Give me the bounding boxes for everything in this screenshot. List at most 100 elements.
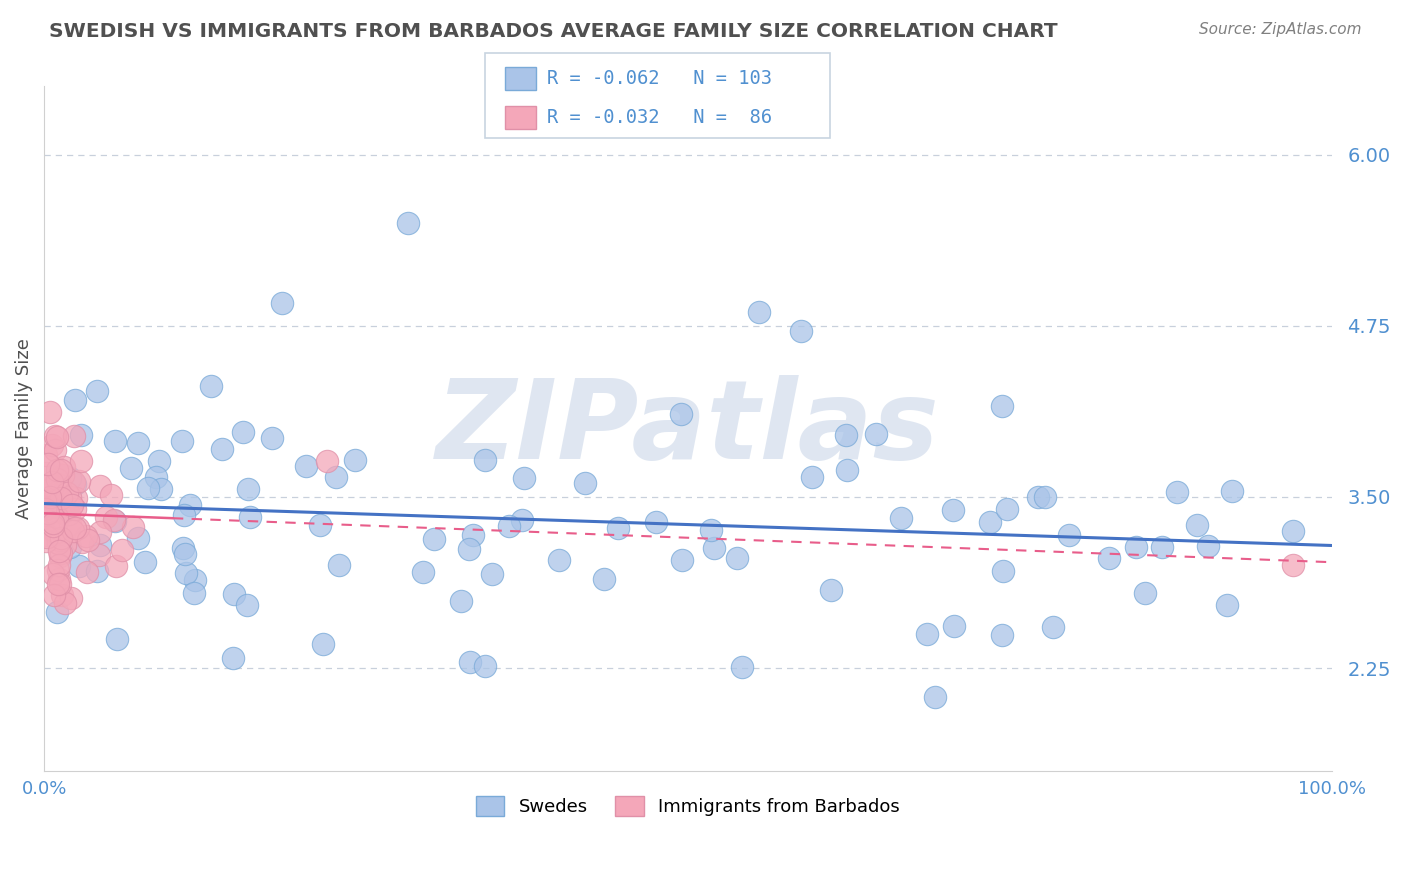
Point xyxy=(37,528,59,542)
Point xyxy=(801,470,824,484)
Point xyxy=(86,564,108,578)
Point xyxy=(52,459,75,474)
Point xyxy=(731,660,754,674)
Point xyxy=(46,472,69,486)
Y-axis label: Average Family Size: Average Family Size xyxy=(15,338,32,519)
Point xyxy=(134,556,156,570)
Point xyxy=(63,475,86,489)
Point xyxy=(127,436,149,450)
Point xyxy=(513,471,536,485)
Point xyxy=(46,467,69,481)
Point xyxy=(100,487,122,501)
Point xyxy=(510,513,533,527)
Point xyxy=(94,510,117,524)
Point xyxy=(325,470,347,484)
Point xyxy=(44,520,66,534)
Point xyxy=(46,475,69,490)
Point xyxy=(498,518,520,533)
Point xyxy=(60,499,83,513)
Point xyxy=(76,533,98,547)
Point xyxy=(51,468,73,483)
Point xyxy=(62,524,84,539)
Point xyxy=(172,541,194,555)
Point xyxy=(924,690,946,704)
Point xyxy=(45,524,67,539)
Point xyxy=(59,516,82,531)
Point xyxy=(179,498,201,512)
Point xyxy=(38,478,60,492)
Point xyxy=(865,426,887,441)
Point xyxy=(86,384,108,398)
Point xyxy=(48,536,70,550)
Point xyxy=(104,434,127,448)
Point xyxy=(790,325,813,339)
Point xyxy=(343,453,366,467)
Point xyxy=(59,591,82,605)
Point xyxy=(34,448,56,462)
Point xyxy=(45,429,67,443)
Point xyxy=(232,425,254,439)
Point xyxy=(748,305,770,319)
Point xyxy=(67,558,90,573)
Point xyxy=(236,482,259,496)
Point xyxy=(942,502,965,516)
Point xyxy=(49,549,72,563)
Point xyxy=(917,627,939,641)
Point xyxy=(65,477,87,491)
Point xyxy=(890,510,912,524)
Point xyxy=(34,502,56,516)
Point xyxy=(148,454,170,468)
Point xyxy=(725,550,748,565)
Point xyxy=(1282,558,1305,573)
Point xyxy=(70,535,93,549)
Point xyxy=(145,470,167,484)
Point xyxy=(46,492,69,507)
Point xyxy=(1125,540,1147,554)
Point xyxy=(457,542,479,557)
Point xyxy=(104,514,127,528)
Point xyxy=(37,458,59,472)
Point xyxy=(39,404,62,418)
Point xyxy=(89,524,111,539)
Point xyxy=(38,484,60,499)
Point xyxy=(44,429,66,443)
Point xyxy=(991,399,1014,413)
Point xyxy=(62,429,84,443)
Point xyxy=(59,470,82,484)
Point xyxy=(111,542,134,557)
Point xyxy=(89,479,111,493)
Point xyxy=(121,460,143,475)
Point xyxy=(183,586,205,600)
Point xyxy=(41,438,63,452)
Point xyxy=(65,502,87,516)
Point xyxy=(458,655,481,669)
Point xyxy=(48,544,70,558)
Point xyxy=(41,481,63,495)
Point xyxy=(44,526,66,541)
Point xyxy=(474,659,496,673)
Point xyxy=(450,594,472,608)
Point xyxy=(35,534,58,549)
Point xyxy=(44,499,66,513)
Point xyxy=(105,558,128,573)
Point xyxy=(1026,491,1049,505)
Text: ZIPatlas: ZIPatlas xyxy=(436,375,939,482)
Point xyxy=(46,476,69,491)
Text: R = -0.032   N =  86: R = -0.032 N = 86 xyxy=(547,108,772,128)
Point xyxy=(56,502,79,516)
Point xyxy=(41,488,63,502)
Point xyxy=(222,651,245,665)
Point xyxy=(837,462,859,476)
Point xyxy=(56,485,79,500)
Point xyxy=(423,532,446,546)
Point xyxy=(1033,490,1056,504)
Point xyxy=(65,491,87,506)
Point xyxy=(41,519,63,533)
Point xyxy=(547,552,569,566)
Point xyxy=(35,466,58,480)
Point xyxy=(644,516,666,530)
Point xyxy=(820,583,842,598)
Point xyxy=(172,434,194,448)
Point xyxy=(1135,586,1157,600)
Point xyxy=(671,553,693,567)
